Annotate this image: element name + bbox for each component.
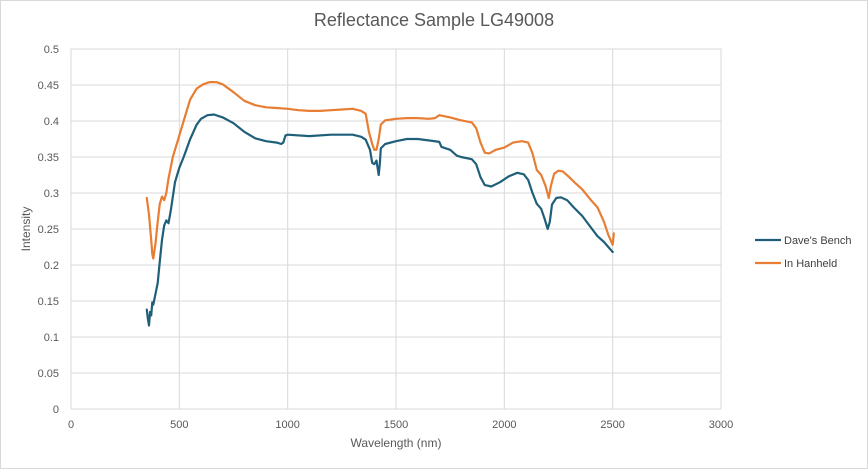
y-tick-label: 0 bbox=[53, 404, 59, 416]
y-axis-ticks: 0 0.05 0.1 0.15 0.2 0.25 0.3 0.35 0.4 0.45 0.5 bbox=[38, 44, 59, 416]
y-tick-label: 0.1 bbox=[44, 332, 59, 344]
legend[interactable]: Dave's Bench In Hanheld bbox=[755, 235, 852, 270]
y-axis-label: Intensity bbox=[19, 207, 33, 252]
x-tick-label: 2000 bbox=[492, 419, 516, 431]
gridlines bbox=[70, 48, 722, 410]
y-tick-label: 0.25 bbox=[38, 224, 59, 236]
y-tick-label: 0.5 bbox=[44, 44, 59, 56]
series-line-0 bbox=[145, 113, 614, 327]
series-line-1 bbox=[145, 81, 615, 260]
x-axis-label: Wavelength (nm) bbox=[351, 436, 442, 450]
x-tick-label: 1500 bbox=[384, 419, 408, 431]
x-tick-label: 3000 bbox=[709, 419, 733, 431]
y-tick-label: 0.35 bbox=[38, 152, 59, 164]
x-tick-label: 0 bbox=[68, 419, 74, 431]
x-axis-ticks: 0 500 1000 1500 2000 2500 3000 bbox=[68, 419, 733, 431]
y-tick-label: 0.2 bbox=[44, 260, 59, 272]
x-tick-label: 500 bbox=[170, 419, 188, 431]
legend-label-1: In Hanheld bbox=[784, 258, 837, 270]
legend-label-0: Dave's Bench bbox=[784, 235, 852, 247]
chart-title: Reflectance Sample LG49008 bbox=[313, 10, 555, 30]
y-tick-label: 0.05 bbox=[38, 368, 59, 380]
y-tick-label: 0.15 bbox=[38, 296, 59, 308]
x-tick-label: 1000 bbox=[275, 419, 299, 431]
y-tick-label: 0.4 bbox=[44, 116, 59, 128]
x-tick-label: 2500 bbox=[600, 419, 624, 431]
y-tick-label: 0.45 bbox=[38, 80, 59, 92]
y-tick-label: 0.3 bbox=[44, 188, 59, 200]
series-lines bbox=[145, 81, 615, 327]
